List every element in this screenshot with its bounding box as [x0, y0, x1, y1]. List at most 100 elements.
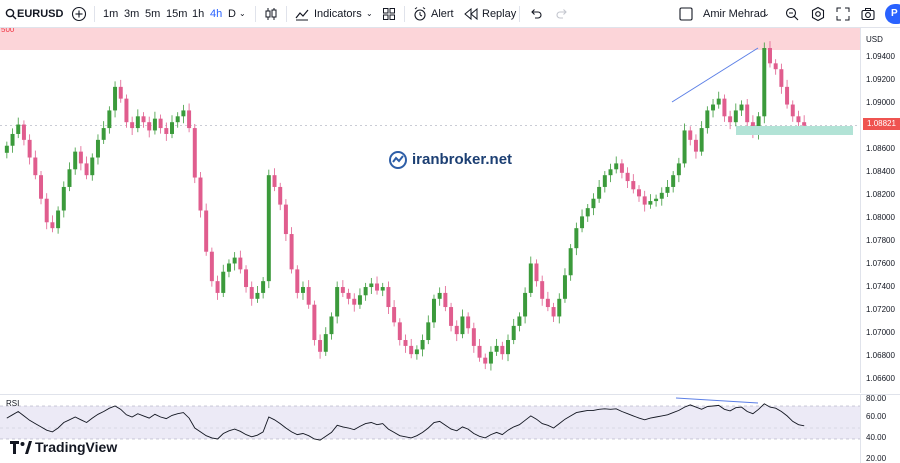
interval-1h[interactable]: 1h: [192, 8, 205, 20]
chevron-down-icon[interactable]: ⌄: [366, 9, 373, 18]
fullscreen-icon[interactable]: [835, 6, 851, 22]
zone-label: 500: [1, 28, 15, 34]
replay-icon[interactable]: [463, 6, 479, 22]
candle-body: [329, 316, 334, 335]
candle-body: [477, 345, 482, 358]
candle-body: [585, 208, 590, 217]
candle-body: [312, 304, 317, 341]
add-symbol-icon[interactable]: [71, 6, 87, 22]
candle-body: [671, 175, 676, 187]
candle-body: [221, 271, 226, 293]
rsi-label[interactable]: RSI: [6, 399, 20, 408]
interval-1d[interactable]: D: [228, 8, 236, 20]
candles-icon[interactable]: [263, 6, 279, 22]
candle-body: [363, 287, 368, 296]
quick-search-icon[interactable]: [784, 6, 800, 22]
rsi-chart: [0, 397, 860, 441]
candle-body: [796, 116, 801, 123]
price-tick: 1.07000: [866, 328, 895, 337]
candle-body: [380, 287, 385, 291]
trend-line[interactable]: [671, 47, 759, 103]
candle-body: [705, 110, 710, 129]
interval-5m[interactable]: 5m: [145, 8, 161, 20]
candle-body: [101, 128, 106, 140]
candle-body: [762, 48, 767, 117]
watermark-logo-icon: [389, 151, 407, 169]
price-tick: 1.08600: [866, 144, 895, 153]
candle-body: [642, 196, 647, 205]
camera-icon[interactable]: [860, 6, 876, 22]
candle-body: [665, 186, 670, 193]
candle-body: [318, 340, 323, 352]
candle-body: [511, 325, 516, 341]
layout-grid-icon[interactable]: [381, 6, 397, 22]
candle-body: [187, 110, 192, 129]
candle-body: [562, 275, 567, 299]
chevron-down-icon[interactable]: ⌄: [763, 9, 770, 18]
layout-square-icon[interactable]: [678, 6, 694, 22]
symbol-search[interactable]: EURUSD: [17, 8, 64, 20]
candle-body: [158, 118, 163, 129]
price-tick: 1.08200: [866, 190, 895, 199]
candle-body: [323, 334, 328, 352]
rsi-pane[interactable]: RSI TradingView: [0, 394, 860, 463]
settings-icon[interactable]: [810, 6, 826, 22]
candle-body: [226, 263, 231, 272]
candle-body: [773, 63, 778, 70]
price-chart[interactable]: 500 iranbroker.net: [0, 28, 860, 393]
replay-button[interactable]: Replay: [482, 8, 517, 20]
rsi-line: [6, 403, 805, 441]
candle-body: [443, 292, 448, 308]
candle-body: [739, 104, 744, 111]
candle-body: [420, 340, 425, 350]
candle-body: [494, 345, 499, 352]
interval-3m[interactable]: 3m: [124, 8, 140, 20]
candle-body: [802, 122, 807, 126]
price-tick: 1.06600: [866, 374, 895, 383]
price-axis[interactable]: USD 1.09400 1.09200 1.09000 1.08600 1.08…: [860, 28, 900, 393]
candle-body: [437, 292, 442, 299]
candlestick-chart: [0, 28, 860, 371]
candle-body: [545, 298, 550, 308]
price-tick: 1.09000: [866, 98, 895, 107]
interval-4h[interactable]: 4h: [210, 8, 223, 20]
interval-1m[interactable]: 1m: [103, 8, 119, 20]
candle-body: [198, 177, 203, 211]
indicators-icon[interactable]: [294, 6, 310, 22]
candle-body: [756, 116, 761, 134]
candles-group: [4, 41, 807, 371]
indicators-button[interactable]: Indicators: [314, 8, 362, 20]
alert-button[interactable]: Alert: [431, 8, 454, 20]
candle-body: [335, 287, 340, 317]
candle-body: [682, 130, 687, 164]
candle-body: [289, 234, 294, 270]
publish-button[interactable]: P: [885, 4, 900, 24]
candle-body: [124, 98, 129, 123]
search-icon[interactable]: [5, 8, 17, 20]
candle-body: [597, 186, 602, 199]
undo-icon[interactable]: [528, 6, 544, 22]
rsi-axis[interactable]: 80.00 60.00 40.00 20.00: [860, 394, 900, 463]
candle-body: [164, 128, 169, 134]
candle-body: [192, 128, 197, 178]
candle-body: [170, 122, 174, 134]
candle-body: [340, 287, 345, 293]
rsi-divergence-line[interactable]: [675, 397, 759, 404]
support-zone[interactable]: [736, 126, 853, 135]
chevron-down-icon[interactable]: ⌄: [239, 9, 246, 18]
candle-body: [352, 298, 357, 305]
rsi-tick: 60.00: [866, 412, 887, 421]
price-tick: 1.07800: [866, 236, 895, 245]
alarm-clock-icon[interactable]: [412, 6, 428, 22]
tradingview-brand: TradingView: [35, 439, 118, 455]
candle-body: [232, 257, 237, 264]
layout-name[interactable]: Amir Mehrad: [703, 8, 766, 20]
rsi-band: [0, 406, 860, 439]
interval-15m[interactable]: 15m: [166, 8, 188, 20]
redo-icon[interactable]: [554, 6, 570, 22]
candle-body: [654, 198, 659, 202]
candle-body: [4, 145, 9, 153]
resistance-zone: [0, 28, 860, 50]
currency-label[interactable]: USD: [866, 35, 883, 44]
candle-body: [39, 175, 44, 199]
